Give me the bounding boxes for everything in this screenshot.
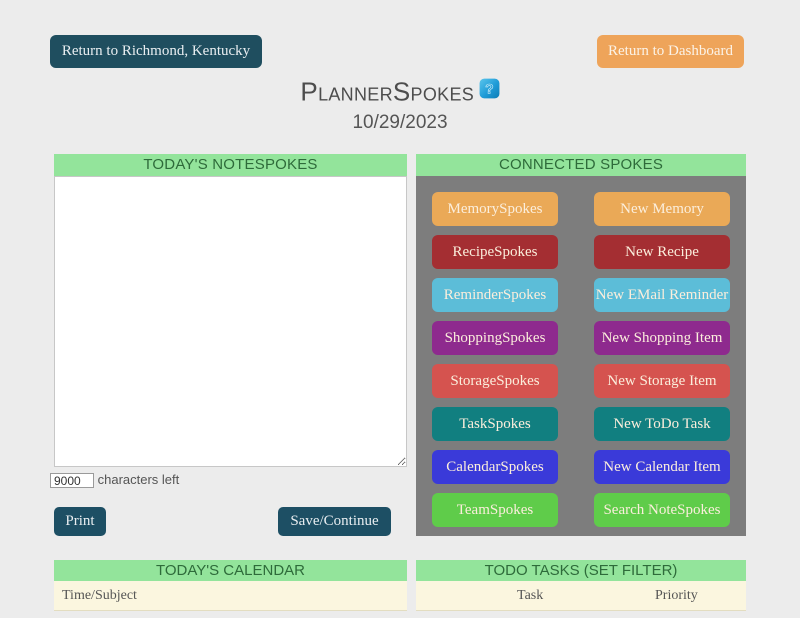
svg-text:?: ?: [485, 81, 494, 97]
